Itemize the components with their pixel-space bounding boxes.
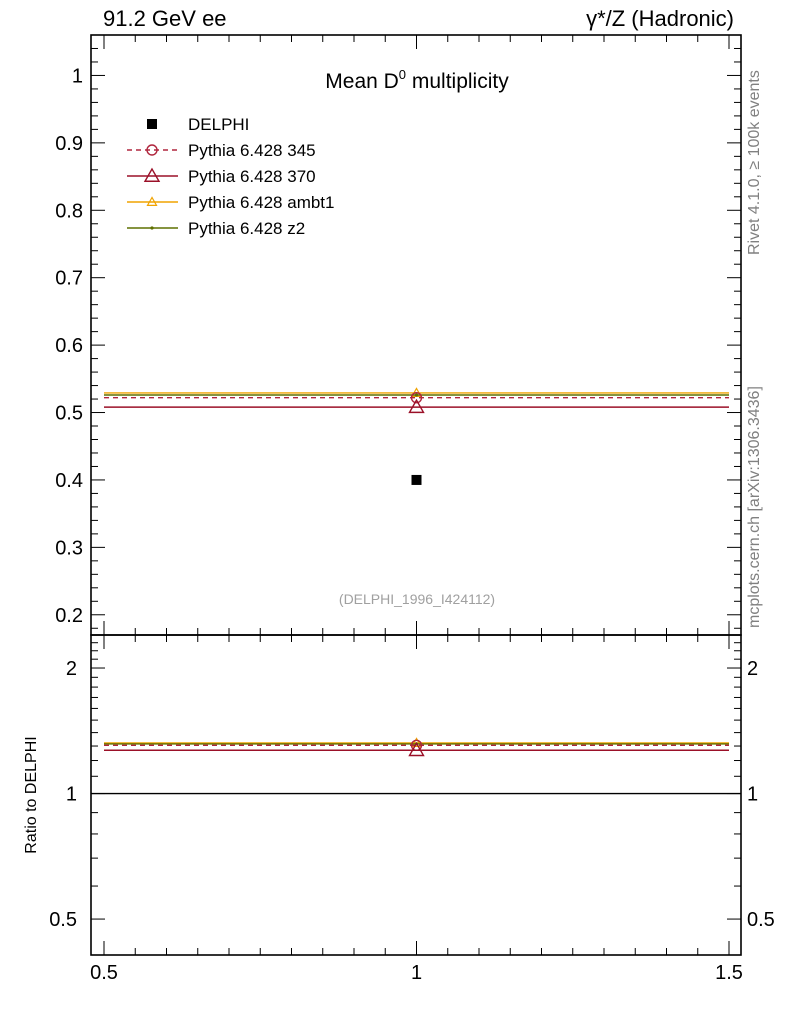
ratio-y-tick-label-right: 1 (747, 784, 758, 806)
legend-entry-pythia-6-428-z2-marker (150, 226, 154, 230)
y-tick-label: 1 (72, 65, 83, 87)
y-tick-label: 0.8 (55, 200, 83, 222)
legend-entry-pythia-6-428-345-marker (146, 144, 158, 156)
series-marker-pythia-6-428-z2 (414, 393, 419, 397)
ratio-marker-pythia-6-428-ambt1 (410, 737, 423, 747)
legend-entry-delphi-label: DELPHI (188, 115, 249, 134)
analysis-watermark: (DELPHI_1996_I424112) (339, 591, 495, 607)
y-tick-label: 0.5 (55, 403, 83, 425)
ratio-y-tick-label-right: 2 (747, 658, 758, 680)
ratio-panel-ticks: 0.5 0.5 1 1 2 2 0.5 1 1.5 (49, 635, 775, 984)
legend-entry-delphi-marker (147, 119, 157, 129)
delphi-data-point (411, 474, 422, 485)
series-marker-pythia-6-428-370 (408, 398, 425, 414)
header-energy-label: 91.2 GeV ee (103, 6, 227, 31)
y-tick-label: 0.3 (55, 537, 83, 559)
ratio-marker-pythia-6-428-370 (408, 741, 425, 757)
legend-entry-pythia-6-428-z2-label: Pythia 6.428 z2 (188, 219, 305, 238)
legend-entry-pythia-6-428-370-marker (143, 167, 161, 182)
legend-entry-pythia-6-428-ambt1-label: Pythia 6.428 ambt1 (188, 193, 334, 212)
y-tick-label: 0.2 (55, 605, 83, 627)
legend-entry-pythia-6-428-ambt1-marker (146, 196, 158, 206)
y-tick-label: 0.6 (55, 335, 83, 357)
x-tick-label: 0.5 (90, 962, 118, 984)
ratio-y-tick-label: 1 (66, 784, 77, 806)
y-tick-label: 0.4 (55, 470, 83, 492)
main-panel-ticks: 0.2 0.3 0.4 0.5 0.6 0.7 0.8 0.9 1 (55, 35, 741, 635)
legend: DELPHI Pythia 6.428 345 Pythia 6.428 370 Py… (127, 115, 334, 238)
series-marker-pythia-6-428-345 (410, 391, 423, 404)
ratio-panel-series (91, 737, 741, 795)
legend-entry-pythia-6-428-370-label: Pythia 6.428 370 (188, 167, 316, 186)
y-tick-label: 0.9 (55, 133, 83, 155)
ratio-panel-frame (90, 634, 742, 956)
ratio-y-tick-label-right: 0.5 (747, 909, 775, 931)
x-tick-label: 1.5 (715, 962, 743, 984)
x-tick-label: 1 (411, 962, 422, 984)
ratio-y-tick-label: 2 (66, 658, 77, 680)
legend-entry-pythia-6-428-345-label: Pythia 6.428 345 (188, 141, 316, 160)
y-tick-label: 0.7 (55, 268, 83, 290)
ratio-y-axis-label: Ratio to DELPHI (23, 736, 40, 853)
chart-title: Mean D0 multiplicity (325, 67, 509, 93)
ratio-y-tick-label: 0.5 (49, 909, 77, 931)
main-panel-series (104, 387, 729, 485)
header-process-label: γ*/Z (Hadronic) (586, 6, 734, 31)
